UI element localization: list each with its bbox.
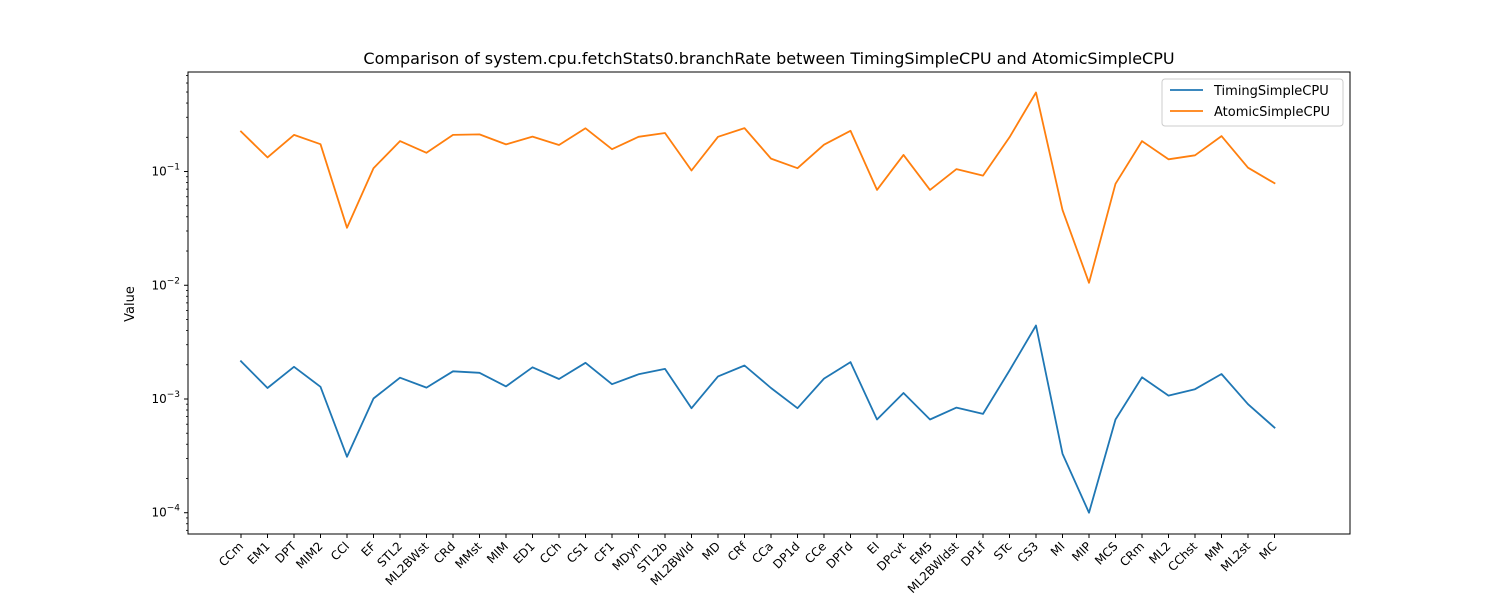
y-axis-label: Value xyxy=(123,286,138,322)
y-tick-label: 10−2 xyxy=(151,276,180,292)
legend-label-0: TimingSimpleCPU xyxy=(1213,84,1329,99)
series-line-1 xyxy=(239,91,1276,284)
legend: TimingSimpleCPU AtomicSimpleCPU xyxy=(1161,78,1344,127)
chart-title: Comparison of system.cpu.fetchStats0.bra… xyxy=(363,49,1174,68)
y-tick-label: 10−1 xyxy=(151,163,180,179)
y-tick-label: 10−4 xyxy=(151,504,180,520)
series-line-0 xyxy=(239,324,1276,514)
legend-box xyxy=(1161,78,1344,127)
y-tick-label: 10−3 xyxy=(151,390,180,406)
legend-label-1: AtomicSimpleCPU xyxy=(1214,105,1330,120)
plot-frame xyxy=(187,71,1351,535)
